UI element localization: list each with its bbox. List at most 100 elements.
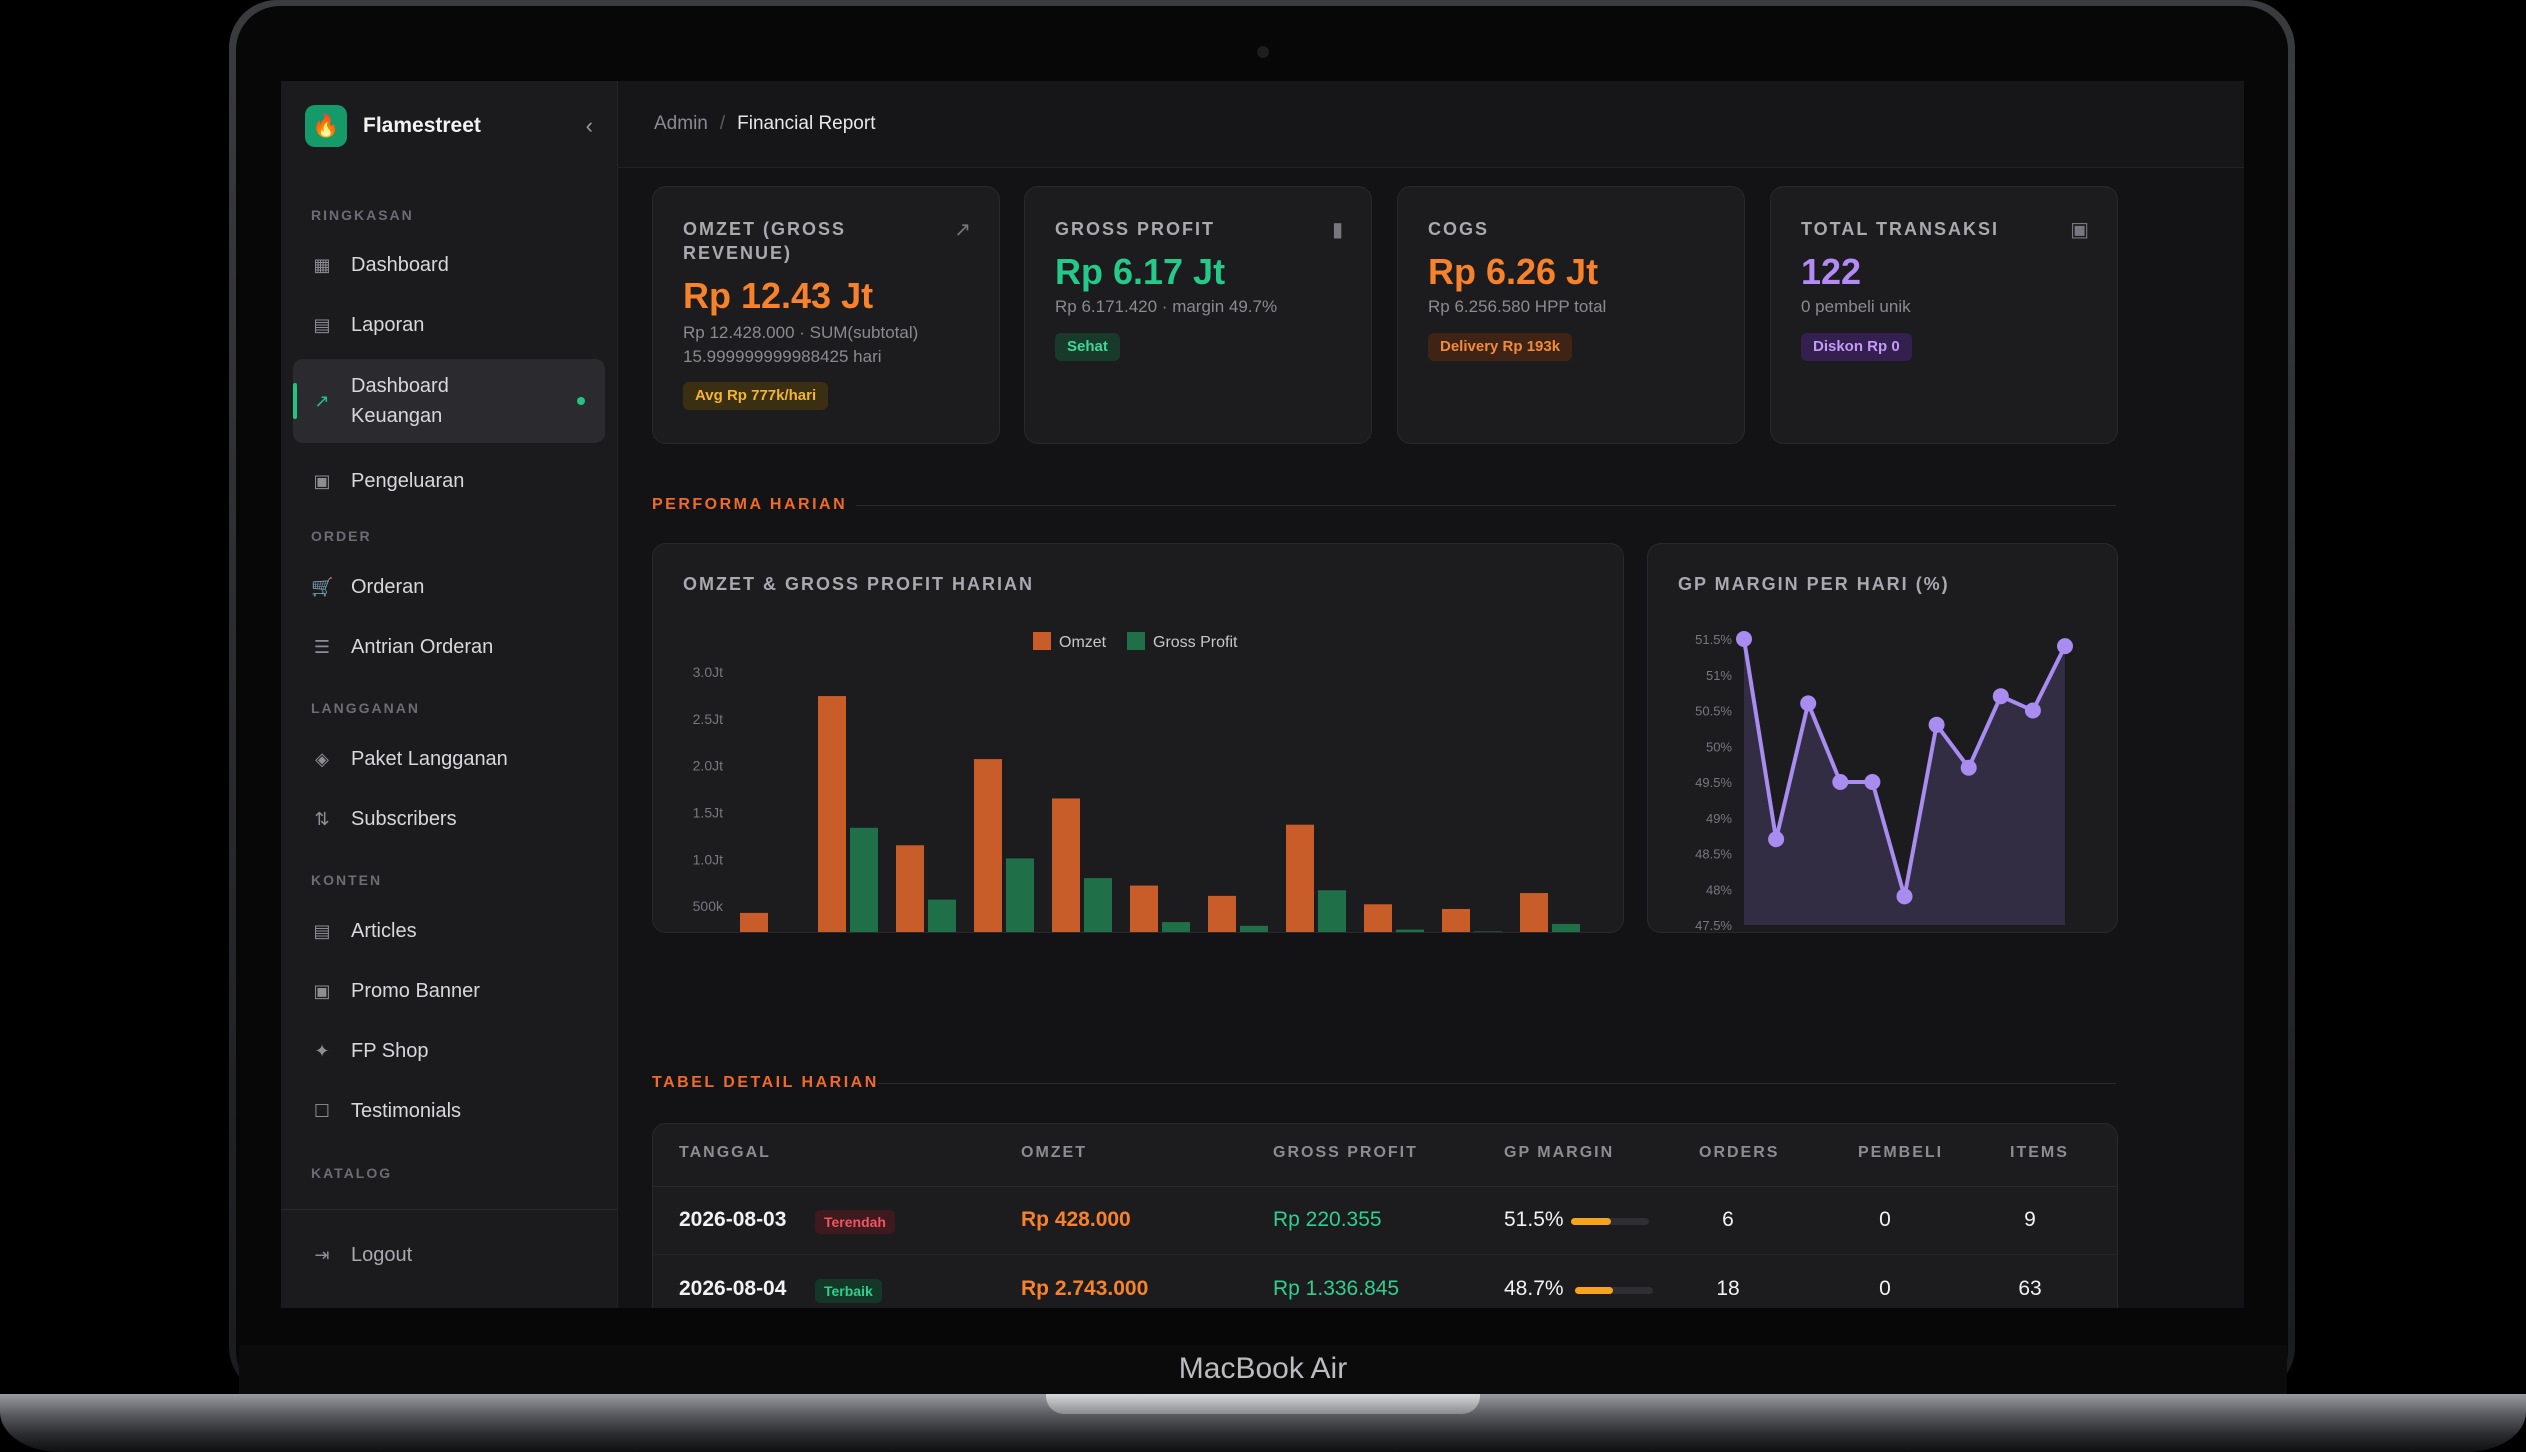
table-row[interactable]: 2026-08-03 Terendah Rp 428.000 Rp 220.35… [653, 1186, 2117, 1255]
margin-bar [1571, 1218, 1649, 1225]
bar-omzet [1208, 895, 1236, 932]
image-icon: ▣ [313, 980, 331, 1001]
chart-title: GP MARGIN PER HARI (%) [1678, 574, 1950, 594]
th-items[interactable]: ITEMS [2010, 1144, 2069, 1161]
kpi-sub: 0 pembeli unik [1801, 297, 1911, 316]
kpi-badge: Delivery Rp 193k [1428, 333, 1573, 361]
breadcrumb-root[interactable]: Admin [654, 113, 708, 134]
th-omzet[interactable]: OMZET [1021, 1144, 1087, 1161]
screen: 🔥 Flamestreet ‹ RINGKASAN ▦ Dashboard ▤ … [281, 81, 2244, 1308]
logout-icon: ⇥ [314, 1244, 330, 1265]
bar-omzet [1442, 908, 1470, 932]
sidebar-item-orderan[interactable]: 🛒 Orderan [293, 559, 605, 615]
kpi-value: Rp 12.43 Jt [683, 275, 874, 316]
y-tick-label: 49% [1706, 811, 1732, 826]
bar-gross-profit [1162, 922, 1190, 932]
chart-title: OMZET & GROSS PROFIT HARIAN [683, 574, 1034, 594]
y-tick-label: 2.5Jt [693, 711, 723, 727]
sidebar-item-label: Orderan [351, 575, 425, 598]
sidebar-item-label: Paket Langganan [351, 747, 508, 770]
sidebar-item-label: Testimonials [351, 1099, 462, 1122]
th-pembeli[interactable]: PEMBELI [1858, 1144, 1944, 1161]
sidebar-item-label: Antrian Orderan [351, 635, 494, 658]
sidebar-item-testimonials[interactable]: ☐ Testimonials [293, 1083, 605, 1139]
section-katalog: KATALOG [311, 1165, 393, 1181]
collapse-sidebar-icon[interactable]: ‹ [585, 113, 593, 138]
app-name: Flamestreet [363, 114, 481, 137]
section-title-performa: PERFORMA HARIAN [652, 496, 848, 513]
y-tick-label: 1.0Jt [693, 851, 723, 867]
bar-omzet [1286, 824, 1314, 932]
margin-point [1768, 831, 1785, 848]
legend-swatch-gross-profit [1127, 632, 1145, 650]
margin-point [1864, 774, 1881, 790]
sidebar-item-laporan[interactable]: ▤ Laporan [293, 297, 605, 353]
sidebar-item-fp-shop[interactable]: ✦ FP Shop [293, 1023, 605, 1079]
newspaper-icon: ▤ [313, 920, 331, 941]
cell-gp-margin: 48.7% [1504, 1277, 1564, 1300]
kpi-badge: Sehat [1055, 333, 1120, 361]
cell-items: 63 [2018, 1277, 2042, 1300]
kpi-sub: Rp 6.171.420 · margin 49.7% [1055, 297, 1278, 316]
margin-bar [1575, 1287, 1653, 1294]
kpi-value: Rp 6.26 Jt [1428, 251, 1599, 292]
cell-pembeli: 0 [1879, 1277, 1891, 1300]
laptop-notch [1046, 1394, 1480, 1414]
sidebar-item-label: Dashboard [351, 253, 449, 276]
th-gross-profit[interactable]: GROSS PROFIT [1273, 1144, 1418, 1161]
device-brand: MacBook Air [1178, 1352, 1348, 1385]
sidebar-item-pengeluaran[interactable]: ▣ Pengeluaran [293, 453, 605, 509]
bar-gross-profit [1318, 890, 1346, 932]
sidebar-item-dashboard[interactable]: ▦ Dashboard [293, 237, 605, 293]
table-row[interactable]: 2026-08-04 Terbaik Rp 2.743.000 Rp 1.336… [653, 1255, 2117, 1308]
flame-icon[interactable]: 🔥 [305, 105, 347, 147]
bar-omzet [974, 759, 1002, 932]
sidebar-item-paket-langganan[interactable]: ◈ Paket Langganan [293, 731, 605, 787]
margin-point [1992, 688, 2009, 705]
repeat-icon: ⇅ [314, 808, 330, 829]
sidebar-item-dashboard-keuangan[interactable]: ↗ Dashboard Keuangan [293, 359, 605, 443]
margin-point [1960, 759, 1977, 776]
y-tick-label: 2.0Jt [693, 758, 723, 774]
y-tick-label: 47.5% [1695, 918, 1732, 932]
margin-point [1736, 631, 1752, 647]
margin-point [1896, 888, 1913, 905]
sidebar-item-promo-banner[interactable]: ▣ Promo Banner [293, 963, 605, 1019]
cell-tanggal: 2026-08-04 [679, 1277, 787, 1300]
table-header: TANGGAL OMZET GROSS PROFIT GP MARGIN ORD… [653, 1124, 2117, 1187]
document-icon: ▤ [313, 314, 331, 335]
th-orders[interactable]: ORDERS [1699, 1144, 1780, 1161]
cart-icon: 🛒 [311, 576, 334, 597]
trending-up-icon: ↗ [954, 219, 971, 241]
section-divider [878, 1083, 2116, 1084]
cell-pembeli: 0 [1879, 1208, 1891, 1231]
topbar: Admin / Financial Report [618, 81, 2244, 168]
flame-icon: ✦ [314, 1040, 330, 1061]
kpi-card-cogs: COGS Rp 6.26 Jt Rp 6.256.580 HPP total D… [1397, 186, 1745, 444]
bar-omzet [818, 696, 846, 932]
bar-gross-profit [1240, 925, 1268, 932]
section-title-tabel: TABEL DETAIL HARIAN [652, 1074, 879, 1091]
cell-omzet: Rp 428.000 [1021, 1208, 1131, 1231]
trending-up-icon: ↗ [314, 390, 330, 411]
camera-icon [1257, 46, 1269, 58]
sidebar-item-label: Subscribers [351, 807, 457, 830]
legend-label-gross-profit: Gross Profit [1153, 634, 1238, 651]
margin-point [1928, 716, 1945, 733]
kpi-label: OMZET (GROSS REVENUE) [683, 219, 846, 263]
sidebar-item-articles[interactable]: ▤ Articles [293, 903, 605, 959]
section-order: ORDER [311, 528, 372, 544]
y-tick-label: 3.0Jt [693, 664, 723, 680]
sidebar-item-antrian-orderan[interactable]: ☰ Antrian Orderan [293, 619, 605, 675]
active-indicator [577, 397, 585, 405]
th-tanggal[interactable]: TANGGAL [679, 1144, 771, 1161]
bar-gross-profit [1006, 858, 1034, 932]
section-divider [856, 505, 2116, 506]
th-gp-margin[interactable]: GP MARGIN [1504, 1144, 1615, 1161]
main-content: OMZET (GROSS REVENUE) ↗ Rp 12.43 Jt Rp 1… [618, 168, 2244, 1308]
logout-button[interactable]: ⇥ Logout [293, 1227, 605, 1283]
sidebar-item-subscribers[interactable]: ⇅ Subscribers [293, 791, 605, 847]
logout-label: Logout [351, 1243, 413, 1266]
bar-chart: 0k500k1.0Jt1.5Jt2.0Jt2.5Jt3.0JtOmzetGros… [693, 632, 1580, 932]
kpi-card-gross-profit: GROSS PROFIT ▮ Rp 6.17 Jt Rp 6.171.420 ·… [1024, 186, 1372, 444]
